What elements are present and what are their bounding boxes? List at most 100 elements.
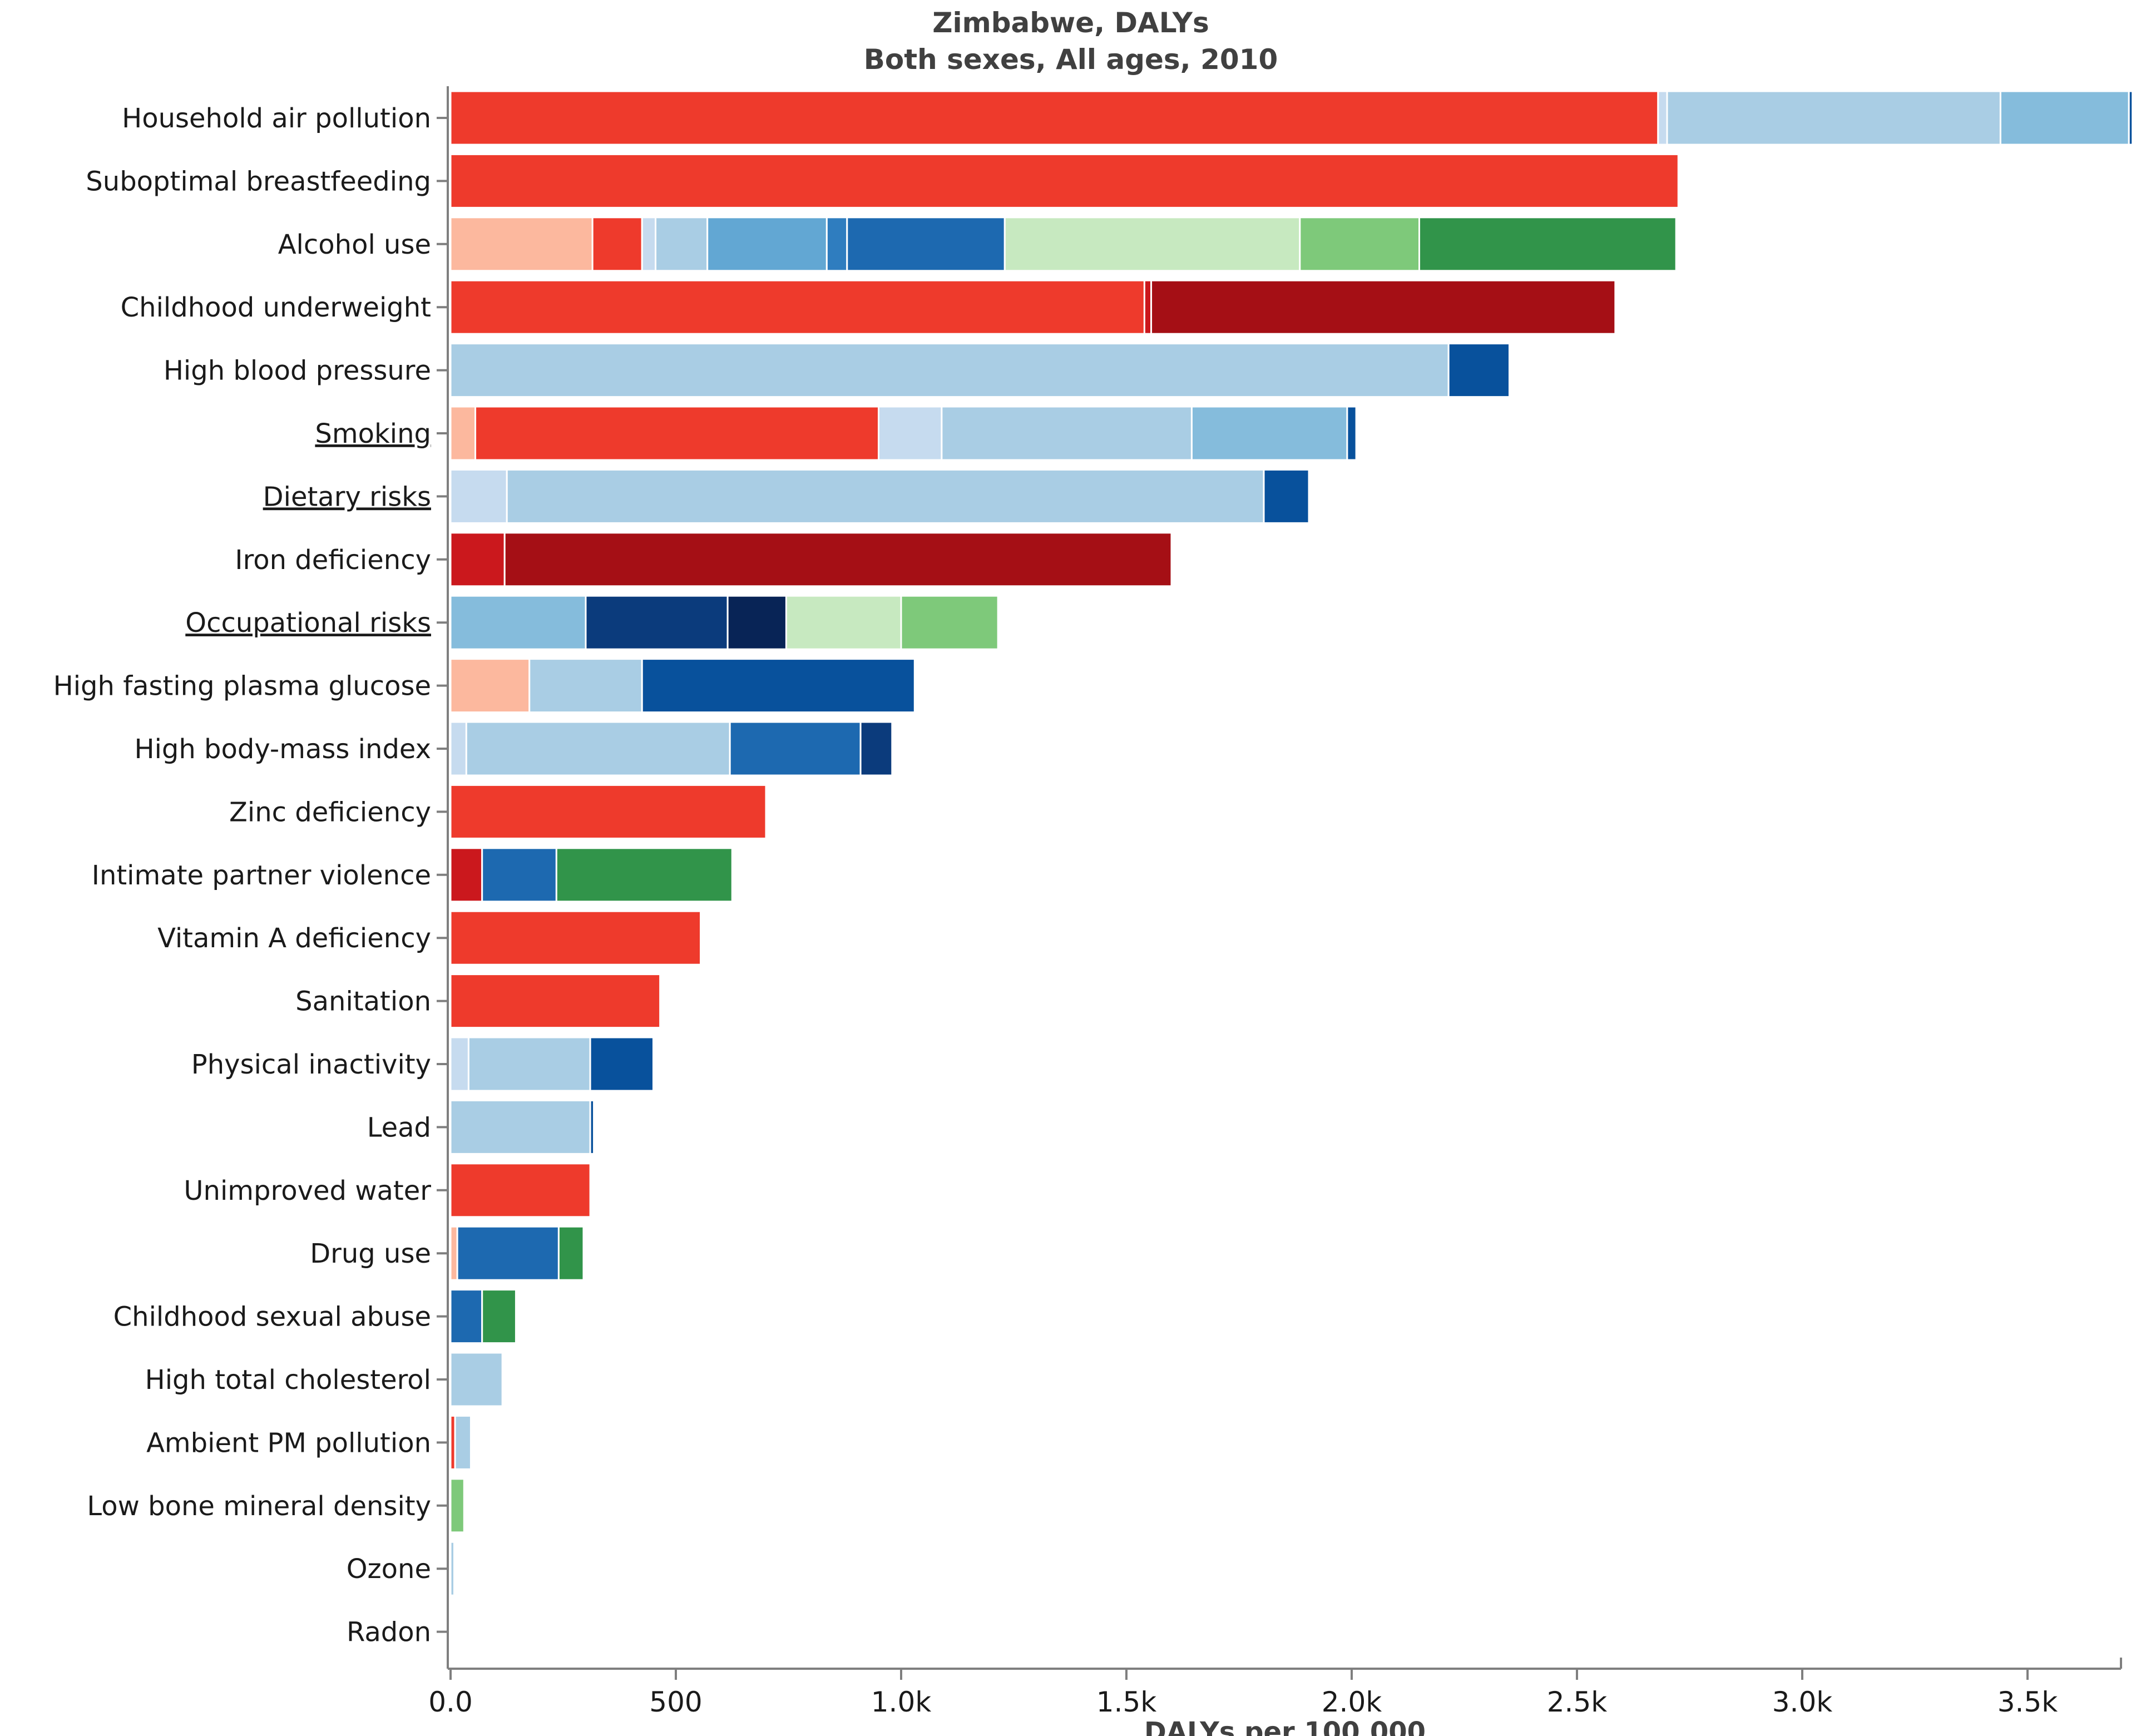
bar-segment[interactable] bbox=[859, 721, 893, 776]
bar-segment[interactable] bbox=[481, 1289, 517, 1344]
bar-lead[interactable] bbox=[449, 1099, 595, 1155]
bar-high-blood-pressure[interactable] bbox=[449, 343, 1510, 398]
bar-segment[interactable] bbox=[465, 721, 731, 776]
bar-segment[interactable] bbox=[449, 468, 508, 524]
bar-childhood-underweight[interactable] bbox=[449, 279, 1616, 335]
bar-segment[interactable] bbox=[506, 468, 1265, 524]
bar-ozone[interactable] bbox=[449, 1541, 455, 1596]
bar-childhood-sexual-abuse[interactable] bbox=[449, 1289, 517, 1344]
bar-physical-inactivity[interactable] bbox=[449, 1036, 654, 1092]
category-label-drug-use: Drug use bbox=[310, 1238, 431, 1269]
bar-segment[interactable] bbox=[1190, 405, 1348, 461]
bar-segment[interactable] bbox=[449, 658, 531, 714]
category-label-high-fasting-plasma-glucose: High fasting plasma glucose bbox=[53, 671, 431, 702]
bar-segment[interactable] bbox=[449, 1099, 591, 1155]
category-label-radon: Radon bbox=[347, 1617, 431, 1648]
bar-suboptimal-breastfeeding[interactable] bbox=[449, 153, 1679, 209]
bar-ambient-pm-pollution[interactable] bbox=[449, 1414, 472, 1470]
bar-segment[interactable] bbox=[449, 1541, 455, 1596]
bar-segment[interactable] bbox=[449, 1478, 465, 1534]
bar-segment[interactable] bbox=[2128, 90, 2134, 146]
bar-segment[interactable] bbox=[1143, 279, 1153, 335]
bar-segment[interactable] bbox=[846, 216, 1006, 272]
category-label-smoking[interactable]: Smoking bbox=[315, 418, 431, 449]
bar-intimate-partner-violence[interactable] bbox=[449, 847, 733, 903]
bar-segment[interactable] bbox=[449, 973, 661, 1029]
bar-segment[interactable] bbox=[449, 90, 1659, 146]
bar-segment[interactable] bbox=[1666, 90, 2001, 146]
chart-title: Zimbabwe, DALYs bbox=[932, 7, 1209, 39]
bar-smoking[interactable] bbox=[449, 405, 1357, 461]
bar-vitamin-a-deficiency[interactable] bbox=[449, 910, 702, 966]
bar-segment[interactable] bbox=[878, 405, 943, 461]
bar-segment[interactable] bbox=[1447, 343, 1510, 398]
bar-segment[interactable] bbox=[591, 216, 643, 272]
bar-dietary-risks[interactable] bbox=[449, 468, 1310, 524]
bar-segment[interactable] bbox=[449, 847, 483, 903]
bar-high-body-mass-index[interactable] bbox=[449, 721, 893, 776]
bar-household-air-pollution[interactable] bbox=[449, 90, 2134, 146]
bar-segment[interactable] bbox=[481, 847, 557, 903]
bar-segment[interactable] bbox=[1263, 468, 1310, 524]
category-label-occupational-risks[interactable]: Occupational risks bbox=[185, 607, 431, 639]
bar-segment[interactable] bbox=[449, 1036, 469, 1092]
bar-segment[interactable] bbox=[474, 405, 879, 461]
bar-unimproved-water[interactable] bbox=[449, 1163, 591, 1218]
bar-segment[interactable] bbox=[454, 1414, 472, 1470]
bar-segment[interactable] bbox=[1150, 279, 1616, 335]
bar-segment[interactable] bbox=[449, 784, 767, 839]
bar-segment[interactable] bbox=[449, 1352, 503, 1407]
bar-segment[interactable] bbox=[449, 153, 1679, 209]
bar-segment[interactable] bbox=[1299, 216, 1421, 272]
bar-segment[interactable] bbox=[785, 595, 902, 650]
bar-segment[interactable] bbox=[641, 216, 657, 272]
bar-iron-deficiency[interactable] bbox=[449, 532, 1173, 587]
bar-segment[interactable] bbox=[941, 405, 1193, 461]
bar-segment[interactable] bbox=[449, 532, 506, 587]
bar-segment[interactable] bbox=[456, 1225, 560, 1281]
bar-segment[interactable] bbox=[557, 1225, 585, 1281]
bar-segment[interactable] bbox=[1346, 405, 1357, 461]
bar-segment[interactable] bbox=[449, 279, 1145, 335]
bar-segment[interactable] bbox=[1657, 90, 1668, 146]
bar-segment[interactable] bbox=[1999, 90, 2130, 146]
bar-segment[interactable] bbox=[900, 595, 999, 650]
bar-segment[interactable] bbox=[449, 910, 702, 966]
bar-segment[interactable] bbox=[555, 847, 733, 903]
bar-segment[interactable] bbox=[655, 216, 709, 272]
bar-segment[interactable] bbox=[729, 721, 862, 776]
bar-segment[interactable] bbox=[589, 1036, 654, 1092]
bar-segment[interactable] bbox=[449, 216, 594, 272]
bar-segment[interactable] bbox=[449, 1225, 458, 1281]
bar-segment[interactable] bbox=[449, 343, 1450, 398]
bar-high-total-cholesterol[interactable] bbox=[449, 1352, 503, 1407]
bar-segment[interactable] bbox=[449, 721, 467, 776]
bar-sanitation[interactable] bbox=[449, 973, 661, 1029]
bar-segment[interactable] bbox=[449, 1163, 591, 1218]
bar-drug-use[interactable] bbox=[449, 1225, 585, 1281]
bar-segment[interactable] bbox=[825, 216, 848, 272]
bar-occupational-risks[interactable] bbox=[449, 595, 999, 650]
bar-segment[interactable] bbox=[589, 1099, 595, 1155]
category-label-sanitation: Sanitation bbox=[295, 986, 431, 1017]
bar-alcohol-use[interactable] bbox=[449, 216, 1677, 272]
bar-segment[interactable] bbox=[449, 595, 587, 650]
bar-segment[interactable] bbox=[726, 595, 787, 650]
bar-segment[interactable] bbox=[1418, 216, 1677, 272]
category-label-childhood-underweight: Childhood underweight bbox=[121, 292, 431, 323]
category-label-lead: Lead bbox=[367, 1112, 431, 1143]
bar-zinc-deficiency[interactable] bbox=[449, 784, 767, 839]
bar-segment[interactable] bbox=[528, 658, 643, 714]
bar-low-bone-mineral-density[interactable] bbox=[449, 1478, 465, 1534]
bar-segment[interactable] bbox=[503, 532, 1173, 587]
bar-segment[interactable] bbox=[706, 216, 828, 272]
bar-segment[interactable] bbox=[449, 1289, 483, 1344]
bar-segment[interactable] bbox=[641, 658, 916, 714]
bar-high-fasting-plasma-glucose[interactable] bbox=[449, 658, 916, 714]
category-label-dietary-risks[interactable]: Dietary risks bbox=[263, 481, 431, 512]
bar-segment[interactable] bbox=[585, 595, 729, 650]
category-label-suboptimal-breastfeeding: Suboptimal breastfeeding bbox=[86, 166, 431, 197]
bar-segment[interactable] bbox=[1003, 216, 1301, 272]
bar-segment[interactable] bbox=[467, 1036, 591, 1092]
bar-segment[interactable] bbox=[449, 405, 477, 461]
